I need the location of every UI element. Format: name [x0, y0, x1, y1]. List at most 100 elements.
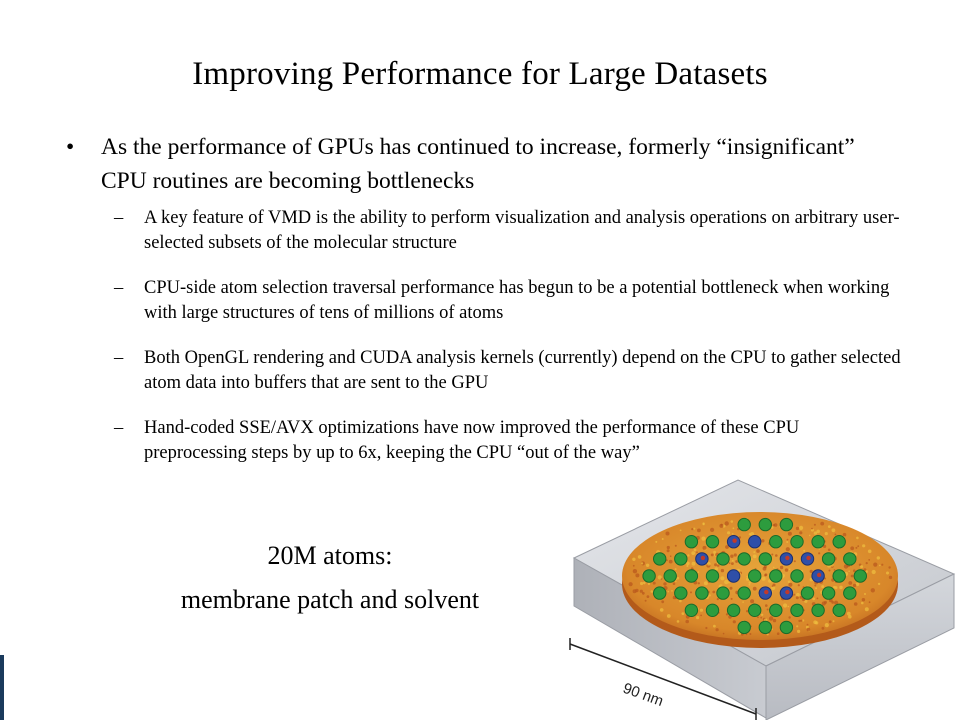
lipid-speckle	[674, 544, 677, 547]
lipid-speckle	[693, 527, 696, 530]
lipid-speckle	[833, 585, 836, 589]
lipid-speckle	[816, 597, 819, 600]
protein-green	[832, 603, 846, 618]
lipid-speckle	[749, 633, 752, 635]
lipid-speckle	[855, 546, 858, 549]
protein-green	[769, 603, 783, 618]
lipid-speckle	[764, 573, 768, 577]
lipid-speckle	[705, 626, 708, 630]
lipid-speckle	[724, 579, 729, 585]
sub-bullet-text: A key feature of VMD is the ability to p…	[144, 208, 900, 253]
protein-green	[716, 552, 730, 566]
protein-red-core	[764, 589, 769, 595]
protein-green	[790, 603, 804, 618]
lipid-speckle	[871, 569, 876, 575]
lipid-speckle	[691, 561, 696, 566]
lipid-speckle	[657, 575, 662, 580]
protein-green	[705, 603, 720, 618]
protein-green	[821, 586, 836, 600]
accent-bar	[0, 655, 4, 720]
lipid-speckle	[728, 581, 730, 584]
lipid-speckle	[731, 562, 734, 565]
lipid-speckle	[679, 529, 682, 532]
lipid-speckle	[702, 545, 707, 550]
lipid-speckle	[666, 545, 670, 550]
lipid-speckle	[643, 581, 646, 585]
lipid-speckle	[799, 525, 804, 530]
lipid-speckle	[784, 568, 789, 572]
sub-bullet-item: – Both OpenGL rendering and CUDA analysi…	[114, 346, 914, 396]
lipid-speckle	[725, 613, 729, 616]
lipid-speckle	[742, 601, 744, 603]
lipid-speckle	[823, 544, 827, 548]
lipid-speckle	[793, 593, 796, 596]
lipid-speckle	[856, 536, 859, 540]
lipid-speckle	[772, 566, 775, 569]
lipid-speckle	[812, 597, 816, 601]
lipid-speckle	[788, 616, 791, 619]
lipid-speckle	[637, 555, 642, 559]
lipid-speckle	[828, 620, 832, 624]
protein-green	[748, 603, 762, 618]
protein-green	[790, 569, 804, 583]
protein-green	[737, 517, 751, 532]
protein-green	[758, 552, 773, 566]
lipid-speckle	[725, 545, 729, 549]
sub-bullet-marker: –	[114, 208, 124, 228]
lipid-speckle	[696, 551, 698, 554]
lipid-speckle	[697, 571, 700, 574]
lipid-speckle	[877, 582, 881, 586]
protein-green	[716, 586, 730, 600]
lipid-speckle	[666, 549, 670, 553]
lipid-speckle	[814, 584, 817, 587]
lipid-speckle	[732, 527, 735, 530]
lipid-speckle	[795, 526, 800, 531]
lipid-speckle	[729, 586, 733, 590]
lipid-speckle	[832, 620, 835, 623]
lipid-speckle	[787, 580, 791, 584]
lipid-speckle	[813, 531, 818, 535]
lipid-speckle	[772, 618, 777, 623]
lipid-speckle	[806, 627, 811, 632]
lipid-speckle	[776, 632, 780, 635]
lipid-speckle	[806, 623, 809, 626]
protein-green	[726, 603, 741, 618]
protein-green	[705, 569, 720, 583]
lipid-speckle	[761, 576, 766, 581]
lipid-speckle	[862, 544, 866, 548]
lipid-speckle	[853, 602, 858, 606]
protein-green	[758, 517, 773, 532]
lipid-speckle	[722, 632, 725, 635]
lipid-speckle	[659, 608, 664, 612]
lipid-speckle	[712, 590, 716, 594]
lipid-speckle	[714, 567, 718, 571]
lipid-speckle	[720, 568, 725, 573]
protein-green	[790, 535, 804, 549]
protein-green	[769, 569, 783, 583]
lipid-speckle	[828, 569, 831, 572]
lipid-speckle	[735, 560, 738, 563]
protein-red-core	[732, 538, 737, 543]
protein-green	[811, 535, 825, 549]
lipid-speckle	[632, 564, 635, 567]
lipid-speckle	[750, 532, 755, 537]
lipid-speckle	[803, 549, 806, 552]
sub-bullet-marker: –	[114, 418, 124, 438]
lipid-speckle	[799, 531, 803, 535]
lipid-speckle	[661, 538, 664, 540]
protein-blue	[726, 569, 741, 583]
protein-green	[684, 535, 699, 549]
lipid-speckle	[668, 559, 673, 564]
lipid-speckle	[691, 551, 696, 555]
lipid-speckle	[886, 571, 889, 575]
lipid-speckle	[714, 563, 718, 567]
lipid-speckle	[775, 554, 778, 557]
lipid-speckle	[760, 613, 764, 616]
lipid-speckle	[685, 619, 689, 624]
lipid-speckle	[645, 563, 650, 567]
lipid-speckle	[676, 576, 680, 580]
lipid-speckle	[652, 581, 656, 585]
protein-green	[800, 586, 815, 600]
lipid-speckle	[765, 604, 768, 607]
lipid-speckle	[815, 587, 818, 590]
